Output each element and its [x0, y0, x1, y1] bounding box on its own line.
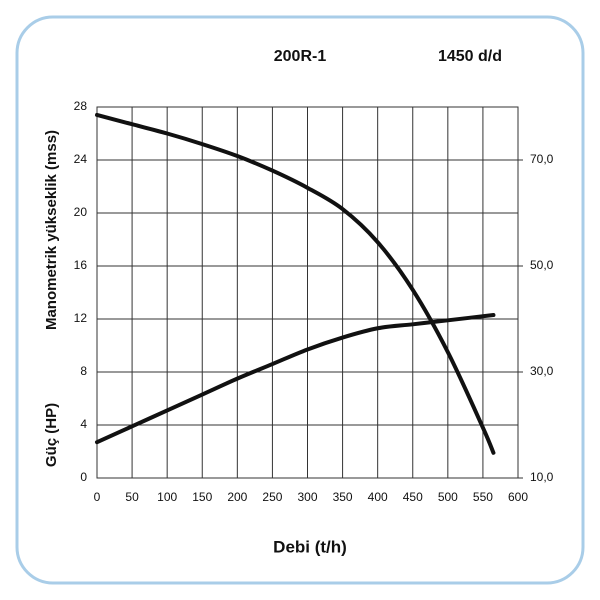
y2-tick-label: 70,0: [530, 152, 554, 166]
chart-title: 200R-1: [274, 48, 327, 65]
x-tick-label: 350: [333, 490, 353, 504]
line-series: [95, 313, 496, 445]
x-tick-label: 450: [403, 490, 423, 504]
x-tick-label: 400: [368, 490, 388, 504]
y-tick-label: 0: [80, 470, 87, 484]
y-tick-label: 28: [74, 99, 88, 113]
x-tick-label: 550: [473, 490, 493, 504]
x-axis-label: Debi (t/h): [273, 537, 347, 556]
chart-subtitle: 1450 d/d: [438, 48, 502, 65]
x-tick-label: 100: [157, 490, 177, 504]
y-axis-label: Manometrik yükseklik (mss): [43, 130, 60, 330]
x-tick-label: 300: [297, 490, 317, 504]
y-axis-label-2: Güç (HP): [43, 403, 60, 467]
x-tick-label: 50: [125, 490, 139, 504]
line-series: [95, 112, 496, 455]
y-tick-label: 16: [74, 258, 88, 272]
frame: [15, 15, 585, 585]
y2-tick-label: 50,0: [530, 258, 554, 272]
y-tick-label: 24: [74, 152, 88, 166]
x-tick-label: 600: [508, 490, 528, 504]
y-tick-label: 20: [74, 205, 88, 219]
y-tick-label: 8: [80, 364, 87, 378]
x-tick-label: 250: [262, 490, 282, 504]
y2-tick-label: 10,0: [530, 470, 554, 484]
x-tick-label: 150: [192, 490, 212, 504]
x-tick-label: 200: [227, 490, 247, 504]
y-tick-label: 4: [80, 417, 87, 431]
y2-tick-label: 30,0: [530, 364, 554, 378]
y-tick-label: 12: [74, 311, 88, 325]
x-tick-label: 500: [438, 490, 458, 504]
x-tick-label: 0: [94, 490, 101, 504]
plot-border: [96, 106, 519, 479]
